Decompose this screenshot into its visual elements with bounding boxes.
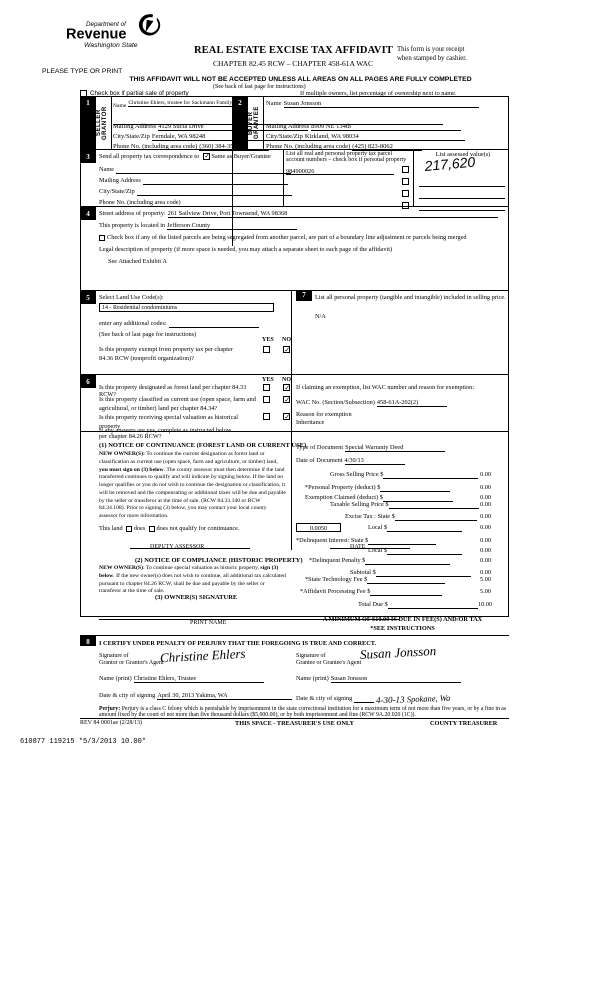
svg-text:Revenue: Revenue bbox=[66, 27, 126, 43]
svg-text:Washington State: Washington State bbox=[84, 42, 138, 49]
